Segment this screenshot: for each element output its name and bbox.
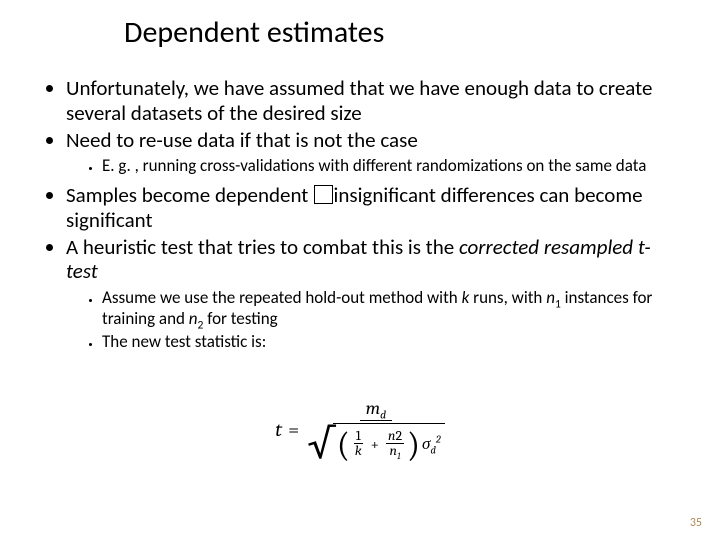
- sub-bullet-item: Assume we use the repeated hold-out meth…: [102, 288, 682, 329]
- text-run: Assume we use the repeated hold-out meth…: [102, 287, 462, 308]
- slide-body: Unfortunately, we have assumed that we h…: [38, 76, 682, 358]
- inner-fraction: 1 k: [353, 429, 364, 459]
- radicand: ( 1 k + n2 n1 ): [333, 423, 445, 461]
- denominator: k: [353, 444, 364, 459]
- bullet-text: Samples become dependent: [66, 182, 313, 208]
- bullet-item: Need to re-use data if that is not the c…: [66, 128, 682, 178]
- text-run: runs, with: [469, 287, 546, 308]
- bullet-item: A heuristic test that tries to combat th…: [66, 235, 682, 353]
- sub-bullet-list: E. g. , running cross-validations with d…: [66, 156, 682, 177]
- subscript: d: [380, 408, 386, 422]
- sub-bullet-list: Assume we use the repeated hold-out meth…: [66, 288, 682, 352]
- inner-fraction: n2 n1: [386, 429, 404, 459]
- slide-title: Dependent estimates: [124, 14, 384, 51]
- slide: Dependent estimates Unfortunately, we ha…: [0, 0, 720, 540]
- plus-sign: +: [367, 435, 383, 453]
- fraction: md √ ( 1 k +: [307, 398, 444, 461]
- formula-lhs: t: [275, 418, 288, 441]
- bullet-item: Samples become dependent insignificant d…: [66, 183, 682, 233]
- left-paren: (: [337, 430, 350, 460]
- square-root: √ ( 1 k + n2 n1: [307, 423, 444, 461]
- missing-glyph-icon: [314, 185, 332, 203]
- denominator: n1: [387, 444, 402, 459]
- bullet-text: A heuristic test that tries to combat th…: [66, 234, 459, 260]
- bullet-list: Unfortunately, we have assumed that we h…: [38, 76, 682, 352]
- var-n2: n: [189, 308, 198, 329]
- text-run: for testing: [203, 308, 277, 329]
- var-n1: n: [546, 287, 555, 308]
- radical-icon: √: [307, 425, 335, 463]
- equals-sign: =: [288, 418, 307, 441]
- right-paren: ): [407, 430, 420, 460]
- denominator: √ ( 1 k + n2 n1: [307, 421, 444, 461]
- sigma-term: σd2: [420, 434, 441, 454]
- sub-bullet-item: E. g. , running cross-validations with d…: [102, 156, 682, 177]
- formula: t = md √ ( 1 k: [275, 398, 444, 461]
- formula-block: t = md √ ( 1 k: [0, 398, 720, 461]
- var-m: m: [366, 398, 380, 419]
- numerator: md: [360, 398, 392, 421]
- page-number: 35: [690, 516, 702, 530]
- bullet-text: Need to re-use data if that is not the c…: [66, 127, 418, 153]
- sub-bullet-item: The new test statistic is:: [102, 332, 682, 353]
- bullet-item: Unfortunately, we have assumed that we h…: [66, 76, 682, 126]
